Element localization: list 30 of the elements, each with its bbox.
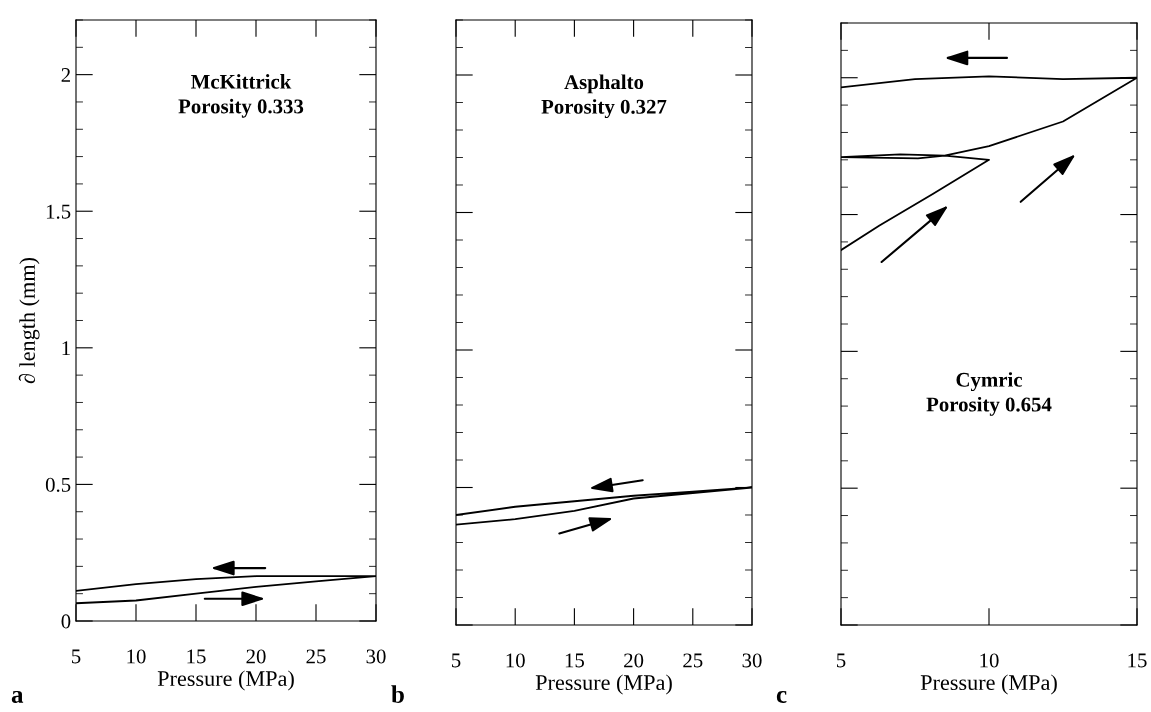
x-tick-label: 20 xyxy=(246,649,266,664)
x-tick-label: 15 xyxy=(187,649,206,664)
y-tick-label: 0.5 xyxy=(45,477,71,492)
annotation: Cymric Porosity 0.654 xyxy=(926,372,1052,416)
y-tick-label: 2 xyxy=(61,68,70,82)
annotation: Asphalto Porosity 0.327 xyxy=(541,74,667,119)
x-tick-label: 25 xyxy=(683,653,703,668)
x-tick-label: 10 xyxy=(980,653,999,668)
annotation: McKittrick Porosity 0.333 xyxy=(178,74,304,118)
x-axis-title: Pressure (MPa) xyxy=(920,674,1057,695)
x-tick-label: 30 xyxy=(366,649,386,664)
x-tick-label: 30 xyxy=(742,653,762,668)
text: a xyxy=(11,690,24,703)
x-tick-label: 5 xyxy=(837,653,846,668)
x-tick-label: 5 xyxy=(72,649,81,664)
y-axis-title: ∂ length (mm) xyxy=(18,257,40,384)
x-tick-label: 25 xyxy=(306,649,326,664)
x-tick-label: 15 xyxy=(565,653,584,668)
x-tick-label: 10 xyxy=(127,649,146,664)
x-tick-label: 15 xyxy=(1128,653,1147,668)
y-tick-label: 0 xyxy=(61,614,71,629)
x-tick-label: 20 xyxy=(624,653,644,668)
text: c xyxy=(776,690,787,703)
x-tick-label: 10 xyxy=(506,653,525,668)
x-axis-title: Pressure (MPa) xyxy=(157,670,294,691)
text: b xyxy=(391,685,404,703)
x-tick-label: 5 xyxy=(452,653,461,668)
y-tick-label: 1.5 xyxy=(46,204,71,219)
y-tick-label: 1 xyxy=(62,341,70,356)
x-axis-title: Pressure (MPa) xyxy=(535,674,672,695)
